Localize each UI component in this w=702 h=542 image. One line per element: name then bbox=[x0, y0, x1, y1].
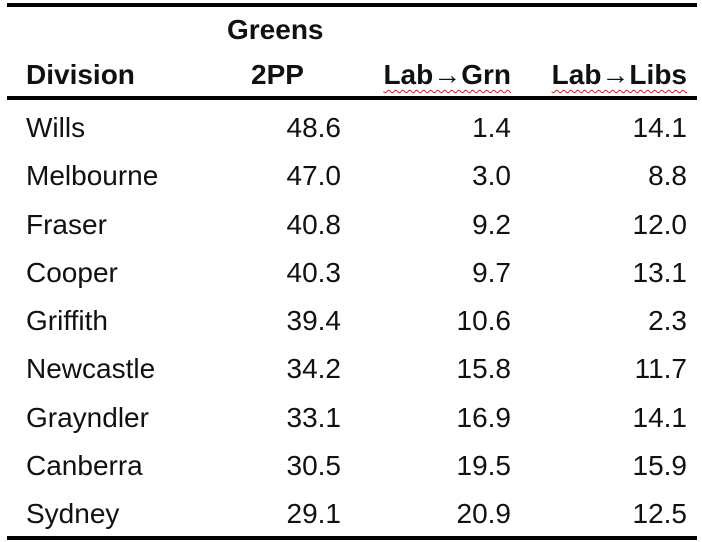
cell-greens-2pp: 30.5 bbox=[286, 450, 342, 482]
table-bottom-rule bbox=[7, 536, 697, 540]
cell-lab-libs: 14.1 bbox=[632, 112, 688, 143]
data-table: Division Greens 2PP Lab→Grn Lab→Libs Wil… bbox=[7, 0, 697, 542]
cell-division: Canberra bbox=[26, 450, 143, 482]
table-row: Fraser 40.8 9.2 12.0 bbox=[7, 201, 697, 249]
cell-lab-grn: 20.9 bbox=[456, 498, 512, 530]
table-row: Newcastle 34.2 15.8 11.7 bbox=[7, 345, 697, 393]
table-top-rule bbox=[7, 3, 697, 7]
cell-division: Wills bbox=[26, 112, 86, 143]
cell-lab-libs: 13.1 bbox=[632, 256, 688, 288]
cell-greens-2pp: 40.8 bbox=[286, 208, 342, 240]
cell-greens-2pp: 33.1 bbox=[286, 401, 342, 433]
cell-lab-libs: 11.7 bbox=[634, 353, 687, 385]
cell-division: Sydney bbox=[26, 498, 120, 530]
header-division: Division bbox=[26, 59, 135, 90]
cell-lab-libs: 12.0 bbox=[632, 208, 688, 240]
table-body: Wills 48.6 1.4 14.1 Melbourne 47.0 3.0 8… bbox=[7, 104, 697, 539]
table-row: Griffith 39.4 10.6 2.3 bbox=[7, 297, 697, 345]
cell-greens-2pp: 48.6 bbox=[286, 112, 342, 143]
cell-greens-2pp: 39.4 bbox=[286, 305, 342, 337]
cell-greens-2pp: 40.3 bbox=[286, 256, 342, 288]
cell-lab-libs: 12.5 bbox=[632, 498, 688, 530]
cell-division: Newcastle bbox=[26, 353, 156, 385]
table-row: Sydney 29.1 20.9 12.5 bbox=[7, 490, 697, 538]
table-row: Canberra 30.5 19.5 15.9 bbox=[7, 442, 697, 490]
header-greens-line1: Greens bbox=[227, 14, 324, 45]
cell-division: Grayndler bbox=[26, 401, 149, 433]
cell-division: Griffith bbox=[26, 305, 108, 337]
header-lab-grn: Lab→Grn bbox=[383, 59, 511, 90]
table-row: Wills 48.6 1.4 14.1 bbox=[7, 104, 697, 152]
cell-lab-libs: 14.1 bbox=[632, 401, 688, 433]
cell-division: Melbourne bbox=[26, 160, 159, 192]
header-lab-libs: Lab→Libs bbox=[551, 59, 687, 90]
table-row: Melbourne 47.0 3.0 8.8 bbox=[7, 152, 697, 200]
table-row: Cooper 40.3 9.7 13.1 bbox=[7, 249, 697, 297]
cell-lab-grn: 1.4 bbox=[472, 112, 511, 143]
cell-division: Fraser bbox=[26, 208, 107, 240]
cell-lab-grn: 16.9 bbox=[456, 401, 512, 433]
cell-lab-grn: 3.0 bbox=[472, 160, 511, 192]
cell-lab-libs: 2.3 bbox=[648, 305, 687, 337]
header-rule bbox=[7, 96, 697, 100]
header-greens-line2: 2PP bbox=[251, 59, 304, 90]
cell-greens-2pp: 47.0 bbox=[286, 160, 342, 192]
cell-lab-libs: 15.9 bbox=[632, 450, 688, 482]
table-row: Grayndler 33.1 16.9 14.1 bbox=[7, 394, 697, 442]
cell-lab-grn: 19.5 bbox=[456, 450, 512, 482]
cell-lab-grn: 10.6 bbox=[456, 305, 512, 337]
cell-lab-libs: 8.8 bbox=[648, 160, 687, 192]
cell-lab-grn: 9.2 bbox=[472, 208, 511, 240]
cell-division: Cooper bbox=[26, 256, 118, 288]
cell-greens-2pp: 34.2 bbox=[286, 353, 342, 385]
cell-greens-2pp: 29.1 bbox=[286, 498, 342, 530]
cell-lab-grn: 15.8 bbox=[456, 353, 512, 385]
cell-lab-grn: 9.7 bbox=[472, 256, 511, 288]
